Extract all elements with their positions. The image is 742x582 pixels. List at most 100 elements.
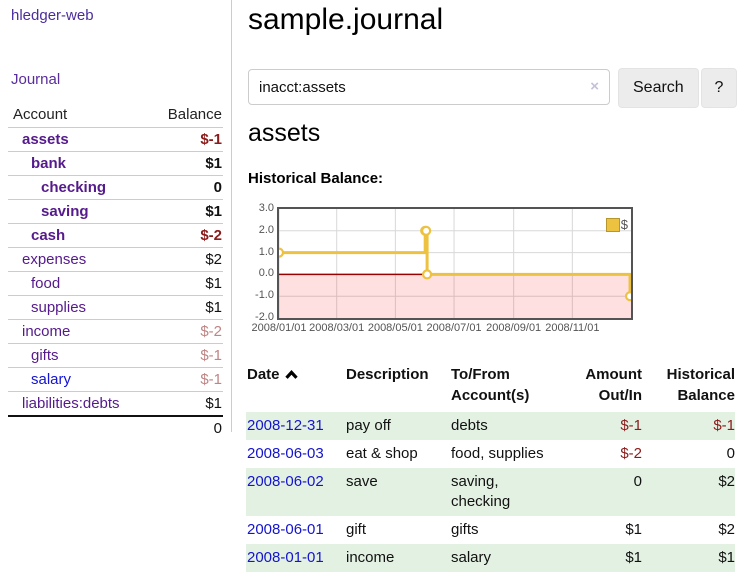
account-link[interactable]: food [31,275,61,292]
transaction-amount: $1 [625,521,642,538]
account-balance: $-1 [200,131,222,148]
x-axis-tick-label: 2008/05/01 [367,322,423,334]
balance-chart: 3.0 2.0 1.0 0.0 -1.0 -2.0 $ 2008/01/01 2008/03… [248,200,708,340]
transaction-accounts: gifts [451,521,479,538]
transaction-balance: 0 [726,445,735,462]
transaction-date-link[interactable]: 2008-12-31 [247,417,324,434]
transaction-date-link[interactable]: 2008-06-01 [247,521,324,538]
clear-search-icon[interactable]: × [590,78,599,95]
x-axis-tick-label: 2008/09/01 [486,322,542,334]
account-heading: assets [248,119,321,147]
accounts-table: Account Balance assets $-1 bank $1 checking 0… [8,103,223,440]
chart-canvas [279,209,631,318]
search-button[interactable]: Search [618,68,699,108]
account-link[interactable]: saving [41,203,89,220]
table-row: 2008-06-02 save saving, checking 0 $2 [246,468,735,516]
transaction-description: pay off [346,417,391,434]
register-header-description: Description [346,366,429,383]
account-balance: $1 [205,203,222,220]
account-link[interactable]: assets [22,131,69,148]
accounts-total-row: 0 [8,416,223,440]
transaction-accounts: salary [451,549,492,566]
accounts-header-balance: Balance [167,106,222,123]
account-row: salary $-1 [8,367,223,392]
account-balance: $1 [205,299,222,316]
account-balance: $1 [205,275,222,292]
transaction-date-link[interactable]: 2008-06-03 [247,445,324,462]
transaction-balance: $2 [718,473,735,490]
legend-swatch [605,217,620,232]
transaction-date-link[interactable]: 2008-06-02 [247,473,324,490]
x-axis-tick-label: 2008/07/01 [426,322,482,334]
help-button[interactable]: ? [701,68,737,108]
table-row: 2008-12-31 pay off debts $-1 $-1 [246,412,735,440]
transaction-description: eat & shop [346,445,418,462]
legend-label: $ [620,217,628,232]
transaction-balance: $-1 [713,417,735,434]
account-balance: 0 [213,179,222,196]
account-row: checking 0 [8,175,223,200]
transaction-description: gift [346,521,367,538]
register-header-amount: Amount Out/In [585,366,642,404]
chart-plot-area: $ [277,207,633,320]
accounts-header-row: Account Balance [8,103,223,128]
y-axis-tick-label: 0.0 [258,267,274,280]
account-row: gifts $-1 [8,343,223,368]
x-axis-tick-label: 2008/01/01 [251,322,307,334]
register-header-accounts: To/From Account(s) [451,366,530,404]
search-form: × [248,69,610,105]
app-title-link[interactable]: hledger-web [11,7,94,24]
account-row: assets $-1 [8,127,223,152]
transaction-balance: $2 [718,521,735,538]
transaction-date-link[interactable]: 2008-01-01 [247,549,324,566]
account-row: income $-2 [8,319,223,344]
account-balance: $2 [205,251,222,268]
account-link[interactable]: salary [31,371,72,388]
y-axis-tick-label: 3.0 [258,202,274,214]
account-balance: $-2 [200,227,222,244]
transaction-amount: $-1 [620,417,642,434]
transaction-accounts: saving, checking [451,473,511,510]
register-header-row: Date Description To/From Account(s) Amou… [246,362,735,412]
account-link[interactable]: checking [41,179,107,196]
register-header-balance: Historical Balance [666,366,735,404]
account-row: food $1 [8,271,223,296]
account-link[interactable]: liabilities:debts [22,395,120,412]
transaction-accounts: food, supplies [451,445,544,462]
account-link[interactable]: gifts [31,347,59,364]
table-row: 2008-06-01 gift gifts $1 $2 [246,516,735,544]
search-input[interactable] [248,69,610,105]
account-row: expenses $2 [8,247,223,272]
transaction-amount: $-2 [620,445,642,462]
account-balance: $1 [205,395,222,412]
date-header-label: Date [247,366,280,383]
page-title: sample.journal [248,3,444,36]
account-balance: $-1 [200,347,222,364]
account-link[interactable]: supplies [31,299,87,316]
accounts-table-body: assets $-1 bank $1 checking 0 saving $1 cash $-2 e… [8,127,223,441]
sidebar-item-journal[interactable]: Journal [11,71,61,88]
account-row: cash $-2 [8,223,223,248]
account-link[interactable]: cash [31,227,66,244]
accounts-header-account: Account [13,106,68,123]
account-balance: $-2 [200,323,222,340]
transaction-accounts: debts [451,417,488,434]
x-axis-tick-label: 2008/11/01 [545,322,600,334]
x-axis-tick-label: 2008/03/01 [309,322,365,334]
account-link[interactable]: bank [31,155,67,172]
sort-ascending-icon [284,365,299,386]
y-axis-tick-label: -1.0 [255,289,274,302]
account-link[interactable]: expenses [22,251,87,268]
register-table: Date Description To/From Account(s) Amou… [246,362,735,572]
account-link[interactable]: income [22,323,71,340]
sidebar: hledger-web Journal Account Balance asse… [0,0,232,437]
accounts-total-value: 0 [213,420,222,437]
account-balance: $1 [205,155,222,172]
register-header-date[interactable]: Date [246,362,345,412]
account-row: bank $1 [8,151,223,176]
y-axis-tick-label: 1.0 [258,245,274,258]
transaction-balance: $1 [718,549,735,566]
y-axis-tick-label: -2.0 [255,311,274,323]
account-balance: $-1 [200,371,222,388]
